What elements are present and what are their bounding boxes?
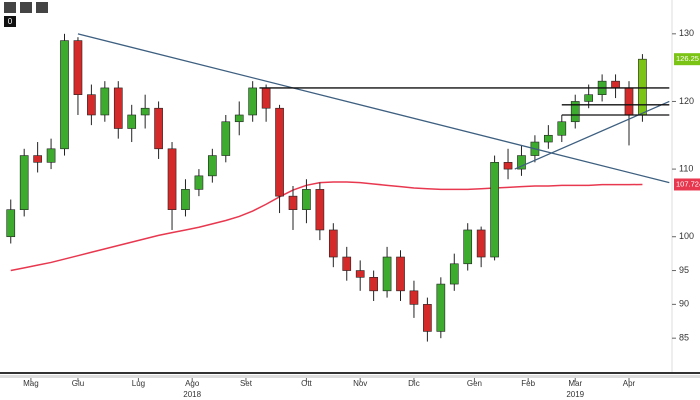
tool-button[interactable] <box>4 2 16 13</box>
y-tick-label: 100 <box>679 231 694 241</box>
moving-average <box>10 181 643 272</box>
candle-body <box>449 263 459 285</box>
x-tick-label: Feb <box>521 379 535 388</box>
candle-body <box>100 87 110 116</box>
price-badge: 126.25 <box>676 54 699 63</box>
candle-body <box>409 290 419 305</box>
year-label: 2018 <box>183 390 201 399</box>
candle-body <box>261 87 271 109</box>
scrollbar[interactable] <box>0 375 700 378</box>
candle-body <box>382 256 392 292</box>
ma-badge-box <box>674 178 700 191</box>
x-tick-label: Mar <box>568 379 582 388</box>
y-tick-label: 90 <box>679 299 689 309</box>
x-tick-label: Set <box>240 379 253 388</box>
candle-body <box>328 229 338 258</box>
candle-body <box>60 40 69 150</box>
candle-body <box>463 229 473 265</box>
tool-button[interactable] <box>20 2 32 13</box>
trendline <box>514 100 670 170</box>
ma-badge: 107.7246 <box>676 179 700 188</box>
toolbar: 0 <box>4 2 48 27</box>
candle-body <box>570 101 580 123</box>
candle-body <box>73 40 83 95</box>
candle-body <box>611 80 620 89</box>
candle-body <box>46 148 56 163</box>
candle-body <box>248 87 258 116</box>
candle-body <box>140 107 150 116</box>
candle-body <box>436 283 446 332</box>
price-badge-box <box>674 53 700 66</box>
candle-body <box>302 189 311 210</box>
year-label: 2019 <box>566 390 584 399</box>
x-tick-label: Nov <box>353 379 367 388</box>
y-tick-label: 110 <box>679 163 693 173</box>
candle-body <box>544 134 553 143</box>
candle-body <box>517 155 526 170</box>
x-tick-label: Lug <box>132 379 145 388</box>
candle-body <box>638 58 647 116</box>
x-axis-line <box>0 372 700 374</box>
candle-body <box>127 114 137 129</box>
candle-body <box>181 189 190 210</box>
candle-body <box>355 270 365 278</box>
candle-body <box>194 175 204 190</box>
x-tick-label: Dic <box>408 379 420 388</box>
x-tick-label: Giu <box>72 379 84 388</box>
candle-body <box>423 304 432 332</box>
y-tick-label: 95 <box>679 265 689 275</box>
x-tick-label: Apr <box>623 379 636 388</box>
candle-body <box>234 114 244 123</box>
candle-body <box>113 87 123 129</box>
candle-body <box>503 162 513 170</box>
x-tick-label: Mag <box>23 379 39 388</box>
x-tick-label: Ago <box>185 379 200 388</box>
candle-body <box>476 229 486 258</box>
candle-body <box>396 256 405 292</box>
x-tick-label: Ott <box>301 379 312 388</box>
candle-body <box>167 148 177 210</box>
candle-body <box>275 107 284 197</box>
candle-body <box>584 94 594 102</box>
candle-body <box>208 155 217 177</box>
y-tick-label: 130 <box>679 28 694 38</box>
candle-body <box>315 189 325 231</box>
candle-body <box>33 155 42 163</box>
candle-body <box>557 121 567 136</box>
trendline <box>77 33 670 184</box>
tool-button[interactable] <box>36 2 48 13</box>
candle-body <box>288 195 298 210</box>
candle-body <box>221 121 231 156</box>
candle-body <box>19 155 29 210</box>
tool-counter: 0 <box>8 17 13 26</box>
tool-counter-box <box>4 16 16 27</box>
x-tick-label: Gen <box>467 379 482 388</box>
candle-body <box>342 256 352 271</box>
candle-body <box>154 107 163 150</box>
candle-body <box>6 209 16 238</box>
candle-body <box>624 87 634 116</box>
candle-body <box>490 162 499 258</box>
y-tick-label: 85 <box>679 333 689 343</box>
candle-body <box>369 277 378 292</box>
y-tick-label: 120 <box>679 96 694 106</box>
candle-body <box>87 94 96 116</box>
